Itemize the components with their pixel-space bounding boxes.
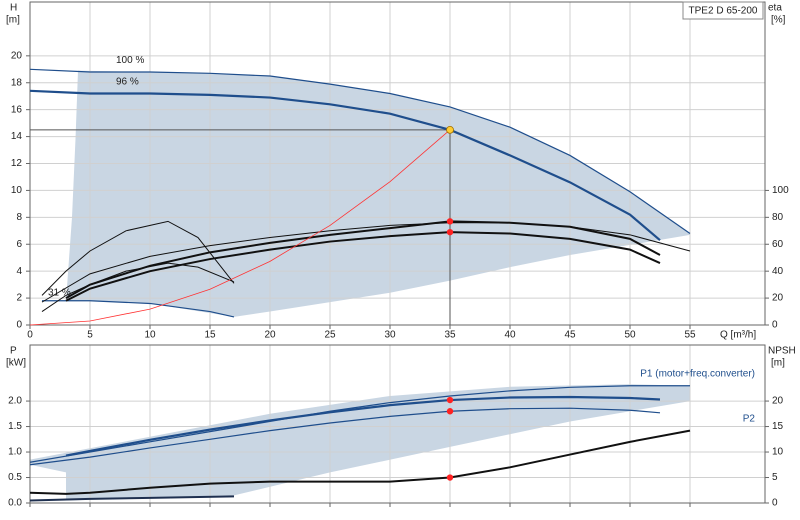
x-tick-label: 25	[324, 330, 336, 341]
y-tick-label: 0	[16, 320, 22, 331]
chart: 0 5 10 15 20 25 30 35 40 45 50 55 0 2 4 6 8 10 12 14 16 18 20 0…	[6, 1, 789, 341]
x-tick-label: 15	[204, 330, 216, 341]
y-tick-label: 1.0	[8, 447, 22, 458]
plot-frame	[29, 1, 766, 326]
operating-region	[66, 70, 690, 317]
curve	[41, 220, 235, 296]
y2-tick-label: 5	[772, 472, 778, 483]
y-tick-label: 2.0	[8, 396, 22, 407]
y-tick-label: 2	[16, 293, 22, 304]
curve-label: P2	[743, 413, 756, 424]
y2-tick-label: 40	[772, 266, 784, 277]
x-tick-label: 40	[504, 330, 516, 341]
y-tick-label: 12	[11, 158, 23, 169]
y-axis-label: H	[10, 3, 17, 14]
y-tick-label: 16	[11, 104, 23, 115]
x-tick-label: 30	[384, 330, 396, 341]
curve-label: P1 (motor+freq.converter)	[640, 368, 755, 379]
curve	[41, 262, 235, 312]
y2-axis-label: eta	[768, 3, 782, 14]
curve	[29, 68, 691, 234]
y2-tick-label: 0	[772, 498, 778, 509]
y-axis-unit: [m]	[6, 15, 20, 26]
y-tick-label: 20	[11, 50, 23, 61]
curve-label: 31 %	[48, 287, 71, 298]
operating-point	[446, 408, 454, 415]
y2-axis-label: NPSH	[768, 346, 796, 357]
y-tick-label: 8	[16, 212, 22, 223]
x-tick-label: 10	[144, 330, 156, 341]
x-tick-label: 5	[87, 330, 93, 341]
plot-frame	[29, 344, 766, 504]
curve	[65, 231, 661, 302]
y-tick-label: 0.5	[8, 472, 22, 483]
title-box	[682, 1, 764, 20]
y-tick-label: 10	[11, 185, 23, 196]
curve	[29, 429, 691, 495]
curve-label: 96 %	[116, 76, 139, 87]
chart-title: TPE2 D 65-200	[689, 6, 758, 17]
y-tick-label: 18	[11, 77, 23, 88]
y2-axis-unit: [%]	[771, 15, 786, 26]
y-tick-label: 4	[16, 266, 22, 277]
curve	[29, 495, 235, 502]
y-tick-label: 0.0	[8, 498, 22, 509]
curve	[29, 407, 661, 466]
y-tick-label: 14	[11, 131, 23, 142]
operating-point	[446, 474, 454, 481]
y2-tick-label: 10	[772, 447, 784, 458]
operating-region	[30, 384, 690, 501]
curve	[65, 395, 661, 457]
x-tick-label: 45	[564, 330, 576, 341]
operating-point	[446, 396, 454, 404]
x-tick-label: 55	[684, 330, 696, 341]
y-axis-unit: [kW]	[6, 358, 26, 369]
curve	[42, 300, 235, 318]
chart: 0.0 0.5 1.0 1.5 2.0 0 5 10 15 20 P1 (motor+freq.co…	[6, 344, 796, 509]
curve	[29, 385, 690, 463]
y2-tick-label: 100	[772, 185, 789, 196]
y-tick-label: 1.5	[8, 421, 22, 432]
curve	[29, 129, 451, 326]
operating-point	[446, 228, 454, 236]
curve-label: 100 %	[116, 55, 144, 66]
y2-tick-label: 60	[772, 239, 784, 250]
y2-tick-label: 80	[772, 212, 784, 223]
operating-point	[446, 218, 454, 225]
y2-tick-label: 0	[772, 320, 778, 331]
y-tick-label: 6	[16, 239, 22, 250]
x-tick-label: 50	[624, 330, 636, 341]
x-axis-label: Q [m³/h]	[720, 330, 756, 341]
y-axis-label: P	[10, 346, 17, 357]
x-tick-label: 35	[444, 330, 456, 341]
x-tick-label: 0	[27, 330, 33, 341]
curve	[29, 89, 661, 242]
duty-point	[446, 125, 454, 134]
y2-tick-label: 20	[772, 396, 784, 407]
x-tick-label: 20	[264, 330, 276, 341]
y2-tick-label: 15	[772, 421, 784, 432]
y2-tick-label: 20	[772, 293, 784, 304]
y2-axis-unit: [m]	[771, 358, 785, 369]
